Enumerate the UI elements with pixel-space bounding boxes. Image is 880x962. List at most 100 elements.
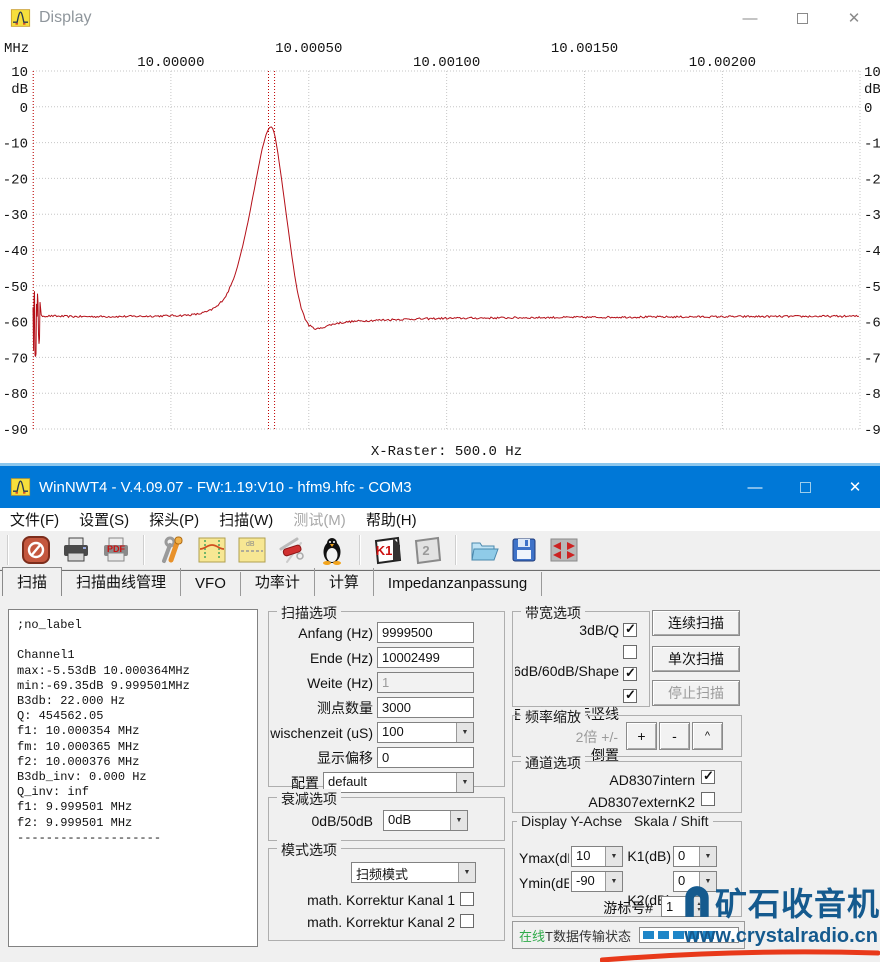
penguin-icon[interactable] — [312, 533, 352, 567]
bw-shape-label: 6dB/60dB/Shape — [515, 663, 619, 679]
open-folder-icon[interactable] — [464, 533, 504, 567]
mode-combo[interactable]: 扫频模式 ▼ — [351, 862, 476, 883]
tab-power-meter[interactable]: 功率计 — [241, 568, 315, 596]
measurement-results-panel[interactable]: ;no_label Channel1 max:-5.53dB 10.000364… — [8, 609, 258, 947]
korrektur2-checkbox[interactable] — [460, 914, 474, 928]
main-minimize-button[interactable]: — — [730, 466, 780, 508]
svg-text:-70: -70 — [864, 351, 880, 367]
svg-text:dB: dB — [864, 82, 880, 98]
svg-text:10: 10 — [864, 65, 880, 81]
bw-vertical-lines-checkbox[interactable] — [623, 667, 637, 681]
tab-vfo[interactable]: VFO — [181, 572, 241, 596]
bw-shape-checkbox[interactable] — [623, 645, 637, 659]
korrektur1-checkbox[interactable] — [460, 892, 474, 906]
ymax-combo[interactable]: 10 ▼ — [571, 846, 623, 867]
tab-bar: 扫描 扫描曲线管理 VFO 功率计 计算 Impedanzanpassung — [0, 570, 880, 596]
svg-text:-80: -80 — [864, 387, 880, 403]
print-icon[interactable] — [56, 533, 96, 567]
display-offset-label: 显示偏移 — [317, 748, 373, 768]
ymin-label: Ymin(dB) — [519, 875, 569, 891]
weite-input — [377, 672, 474, 693]
tools-icon[interactable] — [152, 533, 192, 567]
save-disk-icon[interactable] — [504, 533, 544, 567]
sweep-options-group: 扫描选项 Anfang (Hz) Ende (Hz) Weite (Hz) 测点… — [268, 611, 505, 787]
channel-options-group: 通道选项 AD8307intern AD8307externK2 — [512, 761, 742, 813]
chevron-down-icon[interactable]: ▼ — [456, 723, 473, 742]
menu-probe[interactable]: 探头(P) — [139, 509, 209, 530]
svg-text:-70: -70 — [3, 351, 28, 367]
single-scan-button[interactable]: 单次扫描 — [652, 646, 740, 672]
svg-text:-10: -10 — [864, 137, 880, 153]
frequency-zoom-group: 频率缩放 2倍 +/- + - ^ — [512, 715, 742, 757]
menu-sweep[interactable]: 扫描(W) — [209, 509, 283, 530]
db-scale-icon[interactable]: dB — [232, 533, 272, 567]
attenuation-combo[interactable]: 0dB ▼ — [383, 810, 468, 831]
interval-combo[interactable]: 100 ▼ — [377, 722, 474, 743]
svg-text:-10: -10 — [3, 137, 28, 153]
bw-invert-checkbox[interactable] — [623, 689, 637, 703]
config-combo[interactable]: default ▼ — [323, 772, 474, 793]
span-resize-icon[interactable] — [544, 533, 584, 567]
svg-text:10.00150: 10.00150 — [551, 41, 618, 57]
display-minimize-button[interactable]: — — [724, 0, 776, 36]
svg-text:PDF: PDF — [107, 544, 126, 554]
ad8307-extern-label: AD8307externK2 — [588, 794, 695, 810]
menu-test: 测试(M) — [283, 509, 356, 530]
measurement-results-text: ;no_label Channel1 max:-5.53dB 10.000364… — [9, 610, 257, 846]
menu-bar: 文件(F) 设置(S) 探头(P) 扫描(W) 测试(M) 帮助(H) — [0, 508, 880, 531]
toolbar: PDF dB K1 2 — [0, 531, 880, 570]
interval-value: 100 — [378, 723, 456, 742]
zoom-reset-button[interactable]: ^ — [692, 722, 723, 750]
svg-text:10.00100: 10.00100 — [413, 55, 480, 71]
menu-settings[interactable]: 设置(S) — [69, 509, 139, 530]
points-label: 测点数量 — [317, 698, 373, 718]
zoom-out-button[interactable]: - — [659, 722, 690, 750]
crystalradio-logo-icon — [679, 885, 715, 919]
chevron-down-icon[interactable]: ▼ — [450, 811, 467, 830]
ad8307-extern-checkbox[interactable] — [701, 792, 715, 806]
k2-calibration-icon[interactable]: 2 — [408, 533, 448, 567]
svg-text:K1: K1 — [376, 543, 393, 558]
svg-text:2: 2 — [422, 543, 429, 558]
zoom-in-button[interactable]: + — [626, 722, 657, 750]
bw-3db-checkbox[interactable] — [623, 623, 637, 637]
svg-text:0: 0 — [864, 101, 872, 117]
menu-help[interactable]: 帮助(H) — [356, 509, 427, 530]
svg-text:-90: -90 — [864, 423, 880, 439]
swiss-knife-icon[interactable] — [272, 533, 312, 567]
tab-sweep[interactable]: 扫描 — [2, 567, 62, 596]
main-close-button[interactable]: ✕ — [830, 466, 880, 508]
menu-file[interactable]: 文件(F) — [0, 509, 69, 530]
print-pdf-icon[interactable]: PDF — [96, 533, 136, 567]
tab-curve-management[interactable]: 扫描曲线管理 — [62, 568, 181, 596]
weite-label: Weite (Hz) — [307, 675, 373, 691]
display-maximize-button[interactable] — [776, 0, 828, 36]
svg-text:dB: dB — [246, 541, 255, 548]
tab-calculate[interactable]: 计算 — [315, 568, 374, 596]
power-icon[interactable] — [16, 533, 56, 567]
display-offset-input[interactable] — [377, 747, 474, 768]
main-maximize-button[interactable] — [780, 466, 830, 508]
k1-db-label: K1(dB) — [627, 848, 671, 864]
points-input[interactable] — [377, 697, 474, 718]
tab-impedance-matching[interactable]: Impedanzanpassung — [374, 572, 542, 596]
ad8307-intern-checkbox[interactable] — [701, 770, 715, 784]
continuous-scan-button[interactable]: 连续扫描 — [652, 610, 740, 636]
ende-input[interactable] — [377, 647, 474, 668]
chevron-down-icon[interactable]: ▼ — [458, 863, 475, 882]
y-axis-legend: Display Y-Achse — [521, 813, 622, 829]
display-window-title: Display — [39, 9, 91, 27]
chevron-down-icon[interactable]: ▼ — [605, 847, 622, 866]
sweep-display-icon[interactable] — [192, 533, 232, 567]
svg-text:-40: -40 — [3, 244, 28, 260]
chevron-down-icon[interactable]: ▼ — [699, 847, 716, 866]
anfang-input[interactable] — [377, 622, 474, 643]
svg-text:10: 10 — [11, 65, 28, 81]
toolbar-grip — [7, 535, 9, 565]
group-legend: 模式选项 — [277, 840, 341, 860]
attenuation-label: 0dB/50dB — [312, 813, 374, 829]
k1-db-combo[interactable]: 0 ▼ — [673, 846, 717, 867]
chevron-down-icon[interactable]: ▼ — [456, 773, 473, 792]
k1-calibration-icon[interactable]: K1 — [368, 533, 408, 567]
display-close-button[interactable]: ✕ — [828, 0, 880, 36]
